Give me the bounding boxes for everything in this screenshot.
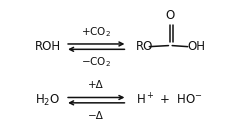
- Text: OH: OH: [188, 40, 206, 53]
- Text: −CO$_2$: −CO$_2$: [81, 55, 111, 69]
- Text: +CO$_2$: +CO$_2$: [81, 25, 111, 39]
- Text: O: O: [166, 9, 175, 22]
- Text: +Δ: +Δ: [88, 80, 104, 90]
- Text: H$_2$O: H$_2$O: [35, 93, 60, 108]
- Text: RO: RO: [135, 40, 153, 53]
- Text: −Δ: −Δ: [88, 111, 104, 121]
- Text: H$^+$ +  HO$^{-}$: H$^+$ + HO$^{-}$: [136, 93, 203, 108]
- Text: ROH: ROH: [35, 40, 61, 53]
